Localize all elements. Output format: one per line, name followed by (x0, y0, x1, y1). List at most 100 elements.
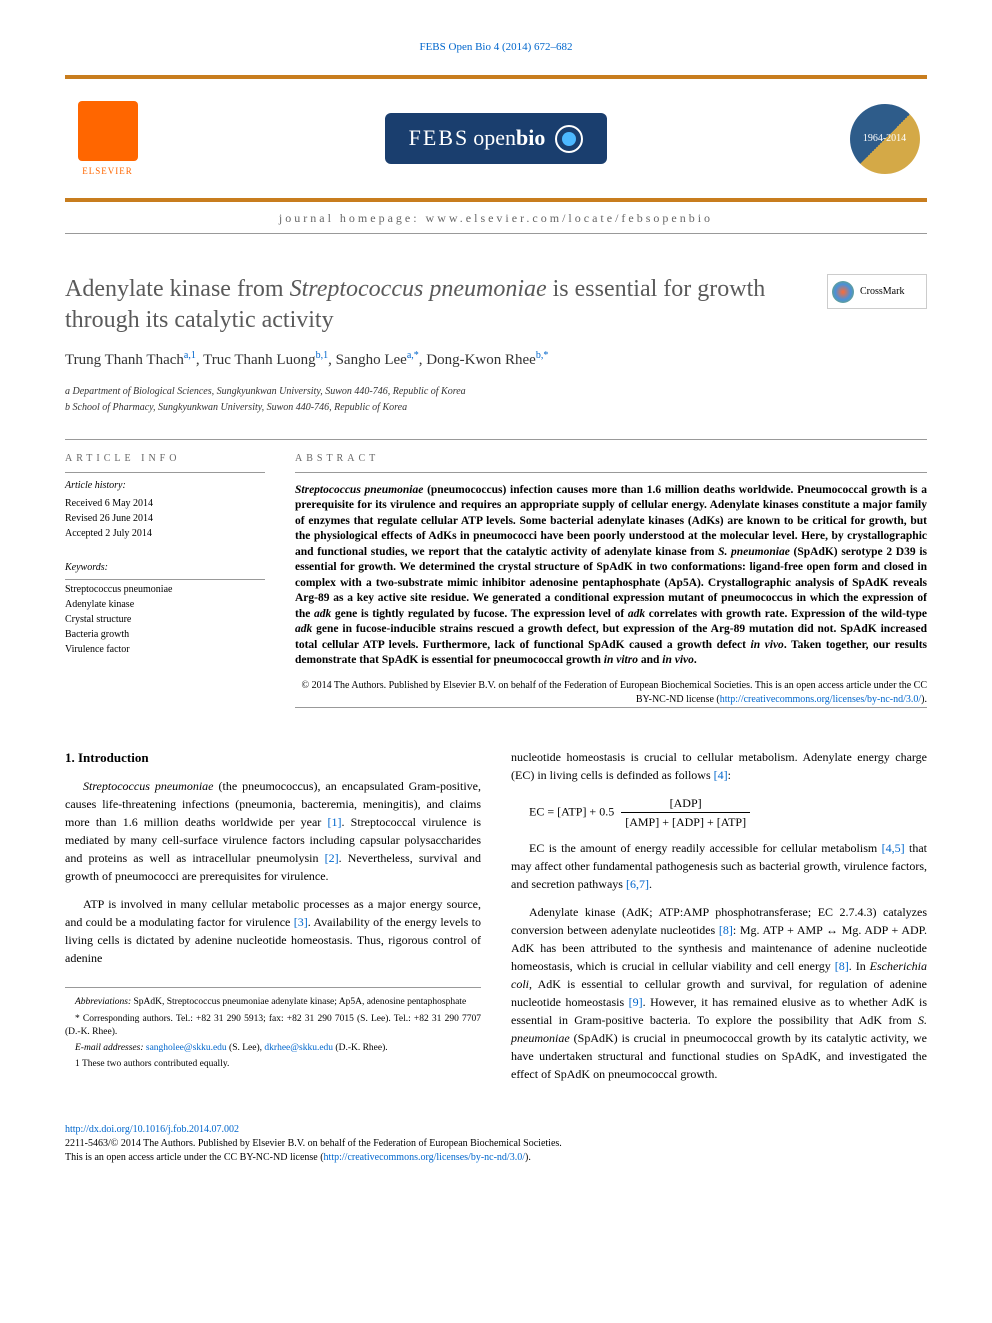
footnote-equal: 1 These two authors contributed equally. (65, 1058, 481, 1071)
right-column: nucleotide homeostasis is crucial to cel… (511, 748, 927, 1093)
abbrev-text: SpAdK, Streptococcus pneumoniae adenylat… (131, 997, 466, 1007)
article-title: Adenylate kinase from Streptococcus pneu… (65, 274, 827, 336)
abs-p1i: adk (295, 623, 312, 635)
abs-p1p: . (694, 654, 697, 666)
abbrev-label: Abbreviations: (75, 997, 131, 1007)
intro-para-1: Streptococcus pneumoniae (the pneumococc… (65, 777, 481, 885)
main-content: 1. Introduction Streptococcus pneumoniae… (65, 748, 927, 1093)
info-abstract-row: ARTICLE INFO Article history: Received 6… (65, 440, 927, 708)
left-column: 1. Introduction Streptococcus pneumoniae… (65, 748, 481, 1093)
abs-p1n: and (638, 654, 662, 666)
author-1-sup: a,1 (184, 350, 196, 361)
author-2-sup: b,1 (316, 350, 329, 361)
intro-p5-f: (SpAdK) is crucial in pneumococcal growt… (511, 1031, 927, 1081)
cite-3[interactable]: [3] (294, 915, 308, 929)
abs-p1e: adk (314, 608, 331, 620)
intro-para-3: nucleotide homeostasis is crucial to cel… (511, 748, 927, 784)
anniversary-circle-icon: 1964-2014 (850, 104, 920, 174)
keyword-3: Bacteria growth (65, 628, 265, 642)
keyword-2: Crystal structure (65, 613, 265, 627)
copyright-link[interactable]: http://creativecommons.org/licenses/by-n… (720, 694, 921, 705)
keywords-label: Keywords: (65, 561, 265, 580)
intro-heading: 1. Introduction (65, 748, 481, 768)
abstract-copyright: © 2014 The Authors. Published by Elsevie… (295, 679, 927, 707)
intro-p4-a: EC is the amount of energy readily acces… (529, 841, 882, 855)
keyword-0: Streptococcus pneumoniae (65, 583, 265, 597)
elsevier-tree-icon (78, 101, 138, 161)
journal-citation: FEBS Open Bio 4 (2014) 672–682 (65, 40, 927, 55)
email-label: E-mail addresses: (75, 1043, 144, 1053)
cite-45[interactable]: [4,5] (882, 841, 905, 855)
cite-4[interactable]: [4] (714, 768, 728, 782)
abstract-text: Streptococcus pneumoniae (pneumococcus) … (295, 483, 927, 669)
eq-lhs: EC = [ATP] + 0.5 (529, 804, 614, 818)
journal-logo: FEBS open bio (385, 113, 608, 164)
crossmark-badge[interactable]: CrossMark (827, 274, 927, 309)
email-1-who: (S. Lee), (227, 1043, 265, 1053)
affiliation-b: b School of Pharmacy, Sungkyunkwan Unive… (65, 401, 927, 415)
license-pre: This is an open access article under the… (65, 1152, 324, 1163)
eq-numerator: [ADP] (621, 794, 750, 813)
intro-para-2: ATP is involved in many cellular metabol… (65, 895, 481, 967)
author-4-sup: b,* (536, 350, 549, 361)
email-2-who: (D.-K. Rhee). (333, 1043, 388, 1053)
intro-p5-c: . In (849, 959, 870, 973)
footnote-corr: * Corresponding authors. Tel.: +82 31 29… (65, 1013, 481, 1040)
cite-2[interactable]: [2] (325, 851, 339, 865)
journal-logo-circle-icon (555, 125, 583, 153)
copyright-close: ). (921, 694, 927, 705)
abs-p1g: adk (628, 608, 645, 620)
abs-p1k: in vivo (751, 639, 784, 651)
cite-8b[interactable]: [8] (835, 959, 849, 973)
affiliations: a Department of Biological Sciences, Sun… (65, 385, 927, 415)
ec-equation: EC = [ATP] + 0.5 [ADP] [AMP] + [ADP] + [… (529, 794, 927, 831)
intro-para-5: Adenylate kinase (AdK; ATP:AMP phosphotr… (511, 903, 927, 1083)
intro-p3-b: : (728, 768, 731, 782)
footnotes: Abbreviations: SpAdK, Streptococcus pneu… (65, 987, 481, 1071)
abs-p1m: in vitro (604, 654, 638, 666)
abstract-bottom-divider (295, 707, 927, 708)
doi-link[interactable]: http://dx.doi.org/10.1016/j.fob.2014.07.… (65, 1124, 239, 1135)
author-2: Truc Thanh Luong (203, 352, 316, 368)
history-accepted: Accepted 2 July 2014 (65, 527, 265, 541)
abstract-label: ABSTRACT (295, 452, 927, 473)
license-link[interactable]: http://creativecommons.org/licenses/by-n… (324, 1152, 525, 1163)
abs-p1c: S. pneumoniae (718, 546, 790, 558)
article-header: Adenylate kinase from Streptococcus pneu… (65, 274, 927, 336)
issn-line: 2211-5463/© 2014 The Authors. Published … (65, 1137, 927, 1151)
anniversary-year-a: 1964 (863, 132, 883, 146)
bottom-info: http://dx.doi.org/10.1016/j.fob.2014.07.… (65, 1123, 927, 1165)
intro-p4-c: . (649, 877, 652, 891)
history-dates: Received 6 May 2014 Revised 26 June 2014… (65, 497, 265, 541)
journal-header-banner: ELSEVIER FEBS open bio 1964-2014 (65, 75, 927, 202)
cite-67[interactable]: [6,7] (626, 877, 649, 891)
keyword-1: Adenylate kinase (65, 598, 265, 612)
email-1[interactable]: sangholee@skku.edu (146, 1043, 227, 1053)
footnote-email: E-mail addresses: sangholee@skku.edu (S.… (65, 1042, 481, 1055)
eq-fraction: [ADP] [AMP] + [ADP] + [ATP] (621, 794, 750, 831)
anniversary-logo: 1964-2014 (842, 96, 927, 181)
abs-p1h: correlates with growth rate. Expression … (645, 608, 927, 620)
elsevier-label: ELSEVIER (82, 165, 133, 178)
journal-homepage-link[interactable]: journal homepage: www.elsevier.com/locat… (65, 210, 927, 234)
intro-para-4: EC is the amount of energy readily acces… (511, 839, 927, 893)
keywords-list: Streptococcus pneumoniae Adenylate kinas… (65, 583, 265, 657)
author-4: Dong-Kwon Rhee (426, 352, 536, 368)
anniversary-year-b: 2014 (886, 132, 906, 146)
abs-p1f: gene is tightly regulated by fucose. The… (331, 608, 628, 620)
history-label: Article history: (65, 479, 265, 493)
title-species: Streptococcus pneumoniae (290, 276, 547, 302)
affiliation-a: a Department of Biological Sciences, Sun… (65, 385, 927, 399)
title-pre: Adenylate kinase from (65, 276, 290, 302)
intro-p1-a: Streptococcus pneumoniae (83, 779, 214, 793)
cite-8[interactable]: [8] (719, 923, 733, 937)
email-2[interactable]: dkrhee@skku.edu (264, 1043, 333, 1053)
journal-name-bio: bio (516, 123, 545, 154)
elsevier-logo: ELSEVIER (65, 91, 150, 186)
article-info-label: ARTICLE INFO (65, 452, 265, 473)
cite-1[interactable]: [1] (327, 815, 341, 829)
history-received: Received 6 May 2014 (65, 497, 265, 511)
license-post: ). (525, 1152, 531, 1163)
cite-9[interactable]: [9] (629, 995, 643, 1009)
author-3: Sangho Lee (336, 352, 407, 368)
